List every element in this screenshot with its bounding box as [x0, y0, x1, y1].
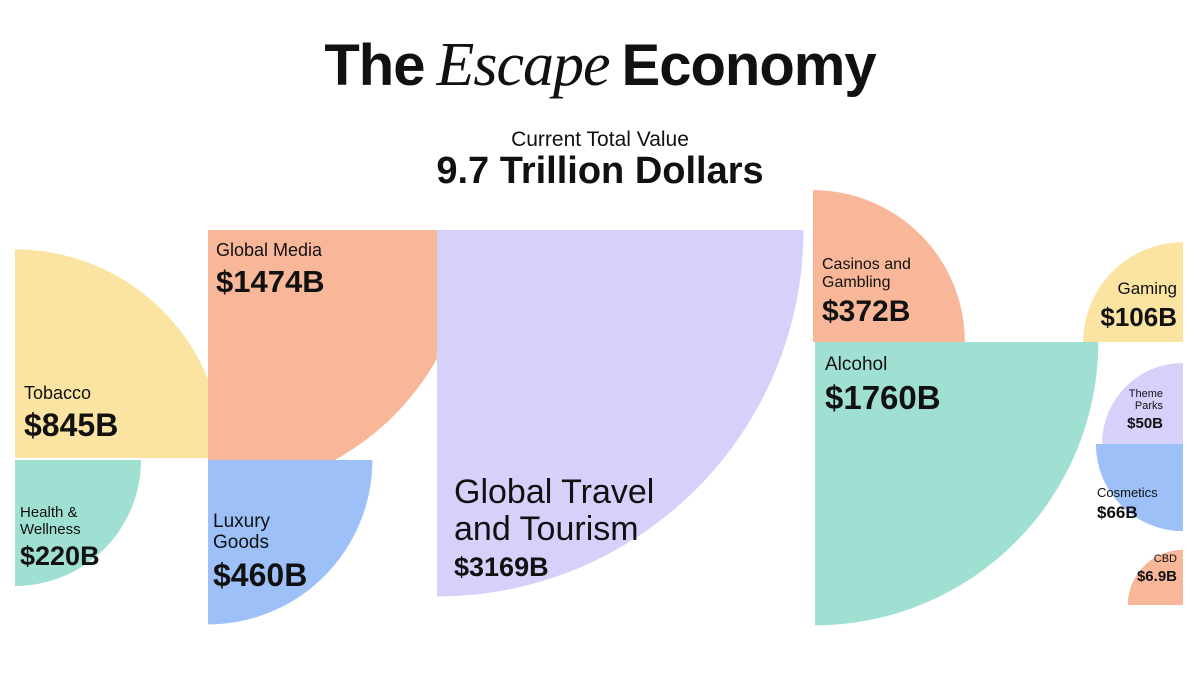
value-label: $1474B — [216, 263, 325, 299]
label-group: Gaming $106B — [1077, 279, 1177, 332]
value-label: $3169B — [454, 551, 549, 582]
value-label: $460B — [213, 556, 308, 593]
quarter-circle — [1127, 549, 1183, 605]
category-label: Health & Wellness — [20, 504, 81, 538]
value-label: $372B — [822, 295, 911, 329]
title-part: Escape — [436, 31, 611, 99]
category-label: CBD — [1153, 553, 1177, 565]
category-label: Theme Parks — [1128, 388, 1163, 413]
label-group: Global Travel and Tourism $3169B — [454, 473, 704, 582]
category-label: Global Media — [216, 240, 323, 260]
value-label: $6.9B — [1136, 568, 1177, 586]
label-group: Alcohol $1760B — [825, 354, 1025, 416]
subtitle: Current Total Value — [511, 128, 689, 151]
value-label: $106B — [1100, 301, 1177, 332]
label-group: Luxury Goods $460B — [213, 511, 308, 593]
quarter-circle — [813, 190, 965, 342]
quarter-circle — [1101, 362, 1183, 444]
quarter-circle — [1083, 242, 1183, 342]
quarter-circle — [208, 460, 373, 625]
quarter-circle — [437, 230, 804, 597]
label-group: CBD $6.9B — [1127, 553, 1177, 586]
category-label: Luxury Goods — [213, 511, 271, 553]
value-label: $220B — [20, 541, 100, 571]
total-label: 9.7 Trillion Dollars — [436, 150, 764, 192]
category-label: Alcohol — [825, 354, 888, 375]
label-group: Tobacco $845B — [24, 383, 194, 443]
quarter-circle — [208, 230, 471, 493]
value-label: $66B — [1097, 503, 1138, 523]
category-label: Tobacco — [24, 383, 92, 403]
quarter-circle — [15, 249, 224, 458]
value-label: $845B — [24, 406, 119, 443]
value-label: $50B — [1127, 415, 1163, 433]
quarter-circle — [1095, 444, 1183, 532]
quarter-circle — [815, 342, 1099, 626]
label-group: Cosmetics $66B — [1097, 485, 1177, 523]
label-group: Casinos and Gambling $372B — [822, 256, 932, 328]
chart-title: The Escape Economy — [0, 30, 1200, 101]
category-label: Cosmetics — [1097, 485, 1158, 500]
category-label: Casinos and Gambling — [822, 256, 911, 291]
label-group: Health & Wellness $220B — [20, 504, 115, 572]
category-label: Global Travel and Tourism — [454, 473, 655, 549]
label-group: Global Media $1474B — [216, 240, 416, 299]
category-label: Gaming — [1117, 279, 1177, 298]
title-part: Economy — [621, 33, 877, 98]
title-part: The — [324, 33, 425, 98]
label-group: Theme Parks $50B — [1113, 388, 1163, 433]
quarter-circle — [15, 460, 142, 587]
value-label: $1760B — [825, 378, 941, 416]
